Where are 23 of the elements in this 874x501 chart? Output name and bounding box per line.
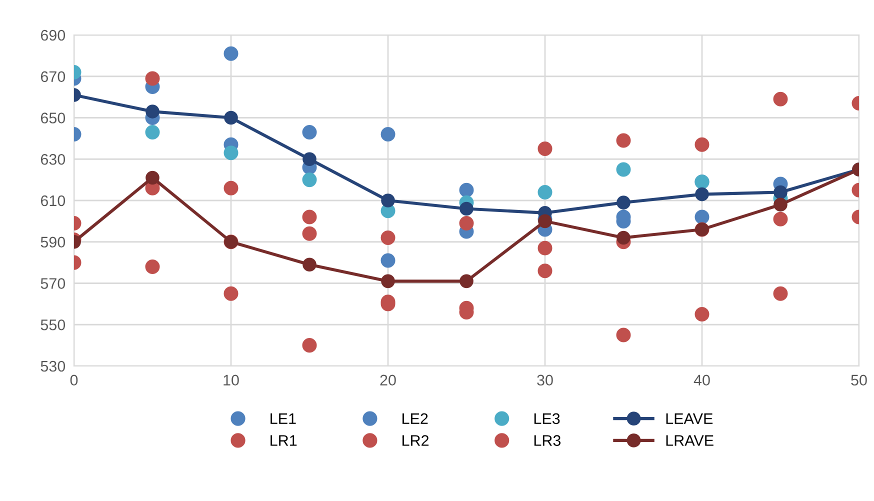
legend-label: LE2 bbox=[402, 413, 428, 424]
y-tick-label: 550 bbox=[40, 319, 66, 330]
y-tick-label: 530 bbox=[40, 360, 66, 372]
x-tick-label: 50 bbox=[851, 374, 867, 386]
x-tick-label: 0 bbox=[70, 374, 78, 386]
x-tick-label: 40 bbox=[694, 374, 710, 386]
x-tick-label: 30 bbox=[537, 374, 553, 386]
legend-label: LE1 bbox=[270, 413, 296, 424]
y-tick-label: 650 bbox=[40, 112, 66, 124]
legend-label: LEAVE bbox=[666, 413, 713, 424]
legend-label: LR3 bbox=[534, 435, 561, 446]
y-tick-label: 610 bbox=[40, 195, 66, 206]
legend-label: LRAVE bbox=[666, 435, 714, 446]
y-tick-label: 570 bbox=[40, 278, 66, 289]
legend-label: LE3 bbox=[534, 413, 560, 424]
y-tick-label: 590 bbox=[40, 236, 66, 248]
legend-label: LR2 bbox=[402, 435, 429, 446]
y-tick-label: 690 bbox=[40, 30, 66, 41]
x-tick-label: 20 bbox=[380, 374, 396, 386]
y-tick-label: 670 bbox=[40, 71, 66, 82]
x-tick-label: 10 bbox=[224, 374, 239, 386]
legend-label: LR1 bbox=[270, 435, 297, 446]
y-tick-label: 630 bbox=[40, 154, 66, 165]
